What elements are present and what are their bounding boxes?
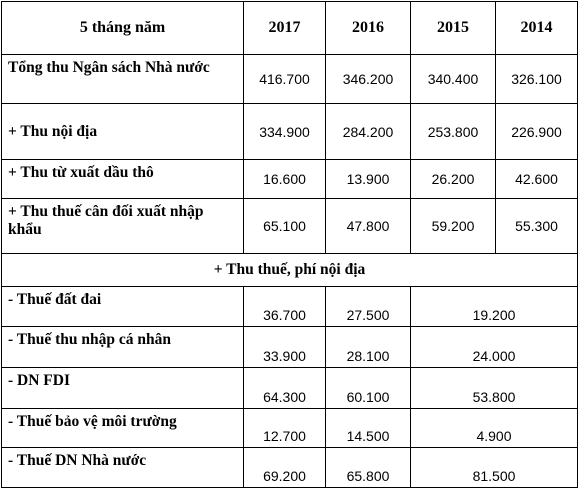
table-row: + Thu nội địa 334.900 284.200 253.800 22… xyxy=(1,103,578,160)
table-row: - Thuế đất đai 36.700 27.500 19.200 xyxy=(1,286,578,327)
table-row: - Thuế thu nhập cá nhân 33.900 28.100 24… xyxy=(1,326,578,368)
cell-value: 416.700 xyxy=(243,54,326,104)
table-row: - Thuế bảo vệ môi trường 12.700 14.500 4… xyxy=(1,408,578,448)
cell-value: 12.700 xyxy=(243,408,326,448)
row-label: - Thuế DN Nhà nước xyxy=(1,447,244,488)
row-label: + Thu từ xuất dầu thô xyxy=(1,159,244,199)
table-row: Tổng thu Ngân sách Nhà nước 416.700 346.… xyxy=(1,54,578,104)
cell-value: 326.100 xyxy=(495,54,578,104)
cell-value: 284.200 xyxy=(325,103,411,160)
row-label: - Thuế đất đai xyxy=(1,286,244,327)
cell-value: 16.600 xyxy=(243,159,326,199)
cell-value: 340.400 xyxy=(410,54,496,104)
header-year: 2016 xyxy=(325,1,411,55)
cell-value: 226.900 xyxy=(495,103,578,160)
table-row: - Thuế DN Nhà nước 69.200 65.800 81.500 xyxy=(1,447,578,488)
row-label: - Thuế bảo vệ môi trường xyxy=(1,408,244,448)
row-label: - Thuế thu nhập cá nhân xyxy=(1,326,244,368)
header-year: 2014 xyxy=(495,1,578,55)
cell-value: 65.100 xyxy=(243,198,326,254)
cell-value: 334.900 xyxy=(243,103,326,160)
cell-value: 346.200 xyxy=(325,54,411,104)
cell-value: 26.200 xyxy=(410,159,496,199)
table-row: + Thu thuế cân đối xuất nhập khẩu 65.100… xyxy=(1,198,578,254)
header-year: 2015 xyxy=(410,1,496,55)
cell-value: 60.100 xyxy=(325,367,411,409)
table-row: - DN FDI 64.300 60.100 53.800 xyxy=(1,367,578,409)
header-label: 5 tháng năm xyxy=(1,1,244,55)
table-row: + Thu từ xuất dầu thô 16.600 13.900 26.2… xyxy=(1,159,578,199)
cell-value: 14.500 xyxy=(325,408,411,448)
cell-value: 47.800 xyxy=(325,198,411,254)
cell-value: 13.900 xyxy=(325,159,411,199)
cell-value: 42.600 xyxy=(495,159,578,199)
row-label: - DN FDI xyxy=(1,367,244,409)
cell-value: 24.000 xyxy=(410,326,578,368)
cell-value: 4.900 xyxy=(410,408,578,448)
cell-value: 53.800 xyxy=(410,367,578,409)
cell-value: 27.500 xyxy=(325,286,411,327)
cell-value: 55.300 xyxy=(495,198,578,254)
cell-value: 36.700 xyxy=(243,286,326,327)
cell-value: 253.800 xyxy=(410,103,496,160)
row-label: + Thu thuế cân đối xuất nhập khẩu xyxy=(1,198,244,254)
cell-value: 59.200 xyxy=(410,198,496,254)
cell-value: 69.200 xyxy=(243,447,326,488)
cell-value: 33.900 xyxy=(243,326,326,368)
section-row: + Thu thuế, phí nội địa xyxy=(1,253,578,287)
header-year: 2017 xyxy=(243,1,326,55)
cell-value: 28.100 xyxy=(325,326,411,368)
cell-value: 19.200 xyxy=(410,286,578,327)
section-title: + Thu thuế, phí nội địa xyxy=(1,253,578,287)
cell-value: 64.300 xyxy=(243,367,326,409)
row-label: Tổng thu Ngân sách Nhà nước xyxy=(1,54,244,104)
cell-value: 81.500 xyxy=(410,447,578,488)
cell-value: 65.800 xyxy=(325,447,411,488)
row-label: + Thu nội địa xyxy=(1,103,244,160)
header-row: 5 tháng năm 2017 2016 2015 2014 xyxy=(1,1,578,55)
